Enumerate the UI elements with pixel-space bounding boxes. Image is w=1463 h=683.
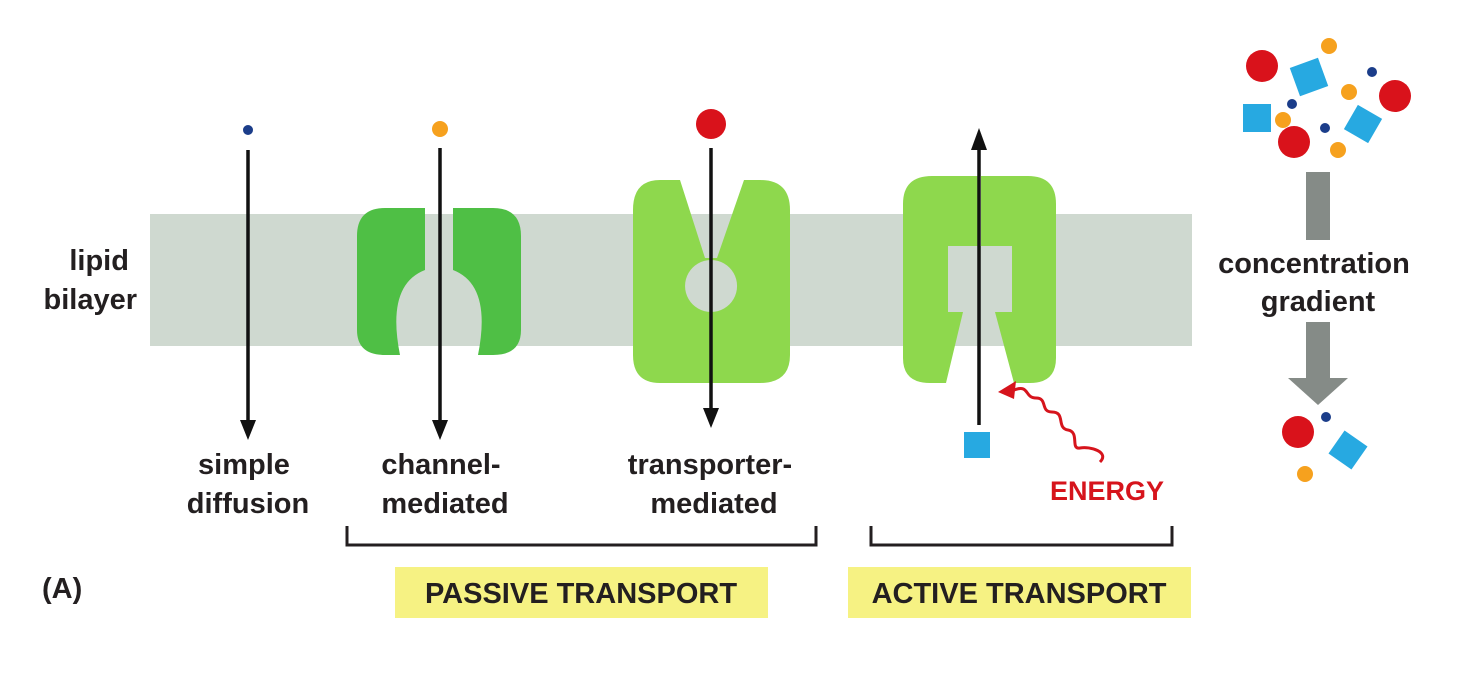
simple-diffusion-arrowhead xyxy=(240,420,256,440)
gradient-arrow-shaft-top xyxy=(1306,172,1330,240)
blue-square-solute xyxy=(964,432,990,458)
navy-solute-dot xyxy=(1320,123,1330,133)
orange-solute-dot xyxy=(1275,112,1291,128)
lipid-bilayer-label: lipid bilayer xyxy=(44,245,138,316)
red-solute-dot xyxy=(1282,416,1314,448)
channel-mediated-label: channel- mediated xyxy=(381,449,508,520)
transporter-mediated-label: transporter- mediated xyxy=(628,449,800,520)
orange-solute-dot xyxy=(1330,142,1346,158)
energy-label: ENERGY xyxy=(1050,476,1164,506)
red-solute-dot xyxy=(696,109,726,139)
active-transport-box xyxy=(848,567,1191,618)
energy-arrowhead xyxy=(998,381,1016,399)
passive-transport-box xyxy=(395,567,768,618)
blue-square-solute xyxy=(1328,430,1368,470)
high-concentration-cluster xyxy=(1243,38,1411,158)
gradient-arrowhead xyxy=(1288,378,1348,405)
passive-transport-label: PASSIVE TRANSPORT xyxy=(425,578,737,610)
active-transport-label: ACTIVE TRANSPORT xyxy=(872,578,1167,610)
navy-solute-dot xyxy=(1321,412,1331,422)
orange-solute-dot xyxy=(432,121,448,137)
blue-square-solute xyxy=(1343,104,1383,144)
low-concentration-cluster xyxy=(1282,412,1368,482)
simple-diffusion-label: simple diffusion xyxy=(187,449,309,520)
energy-wavy-arrow xyxy=(1013,387,1104,464)
channel-protein xyxy=(357,208,521,355)
orange-solute-dot xyxy=(1321,38,1337,54)
navy-solute-dot xyxy=(1367,67,1377,77)
red-solute-dot xyxy=(1278,126,1310,158)
red-solute-dot xyxy=(1246,50,1278,82)
active-pump-protein-body xyxy=(903,176,1056,383)
active-transport-arrowhead xyxy=(971,128,987,150)
active-transport-bracket xyxy=(869,526,1174,547)
transporter-mediated-arrowhead xyxy=(703,408,719,428)
red-solute-dot xyxy=(1379,80,1411,112)
transporter-protein-body xyxy=(633,180,790,383)
channel-protein-left-half xyxy=(357,208,425,355)
passive-transport-bracket xyxy=(345,526,818,547)
small-solute-navy-dot xyxy=(243,125,253,135)
blue-square-solute xyxy=(1289,57,1329,97)
panel-label: (A) xyxy=(42,573,82,605)
orange-solute-dot xyxy=(1341,84,1357,100)
channel-protein-right-half xyxy=(453,208,521,355)
gradient-arrow-shaft-bottom xyxy=(1306,322,1330,380)
concentration-gradient-label: concentration gradient xyxy=(1218,248,1418,318)
channel-mediated-arrowhead xyxy=(432,420,448,440)
navy-solute-dot xyxy=(1287,99,1297,109)
blue-square-solute xyxy=(1243,104,1271,132)
orange-solute-dot xyxy=(1297,466,1313,482)
